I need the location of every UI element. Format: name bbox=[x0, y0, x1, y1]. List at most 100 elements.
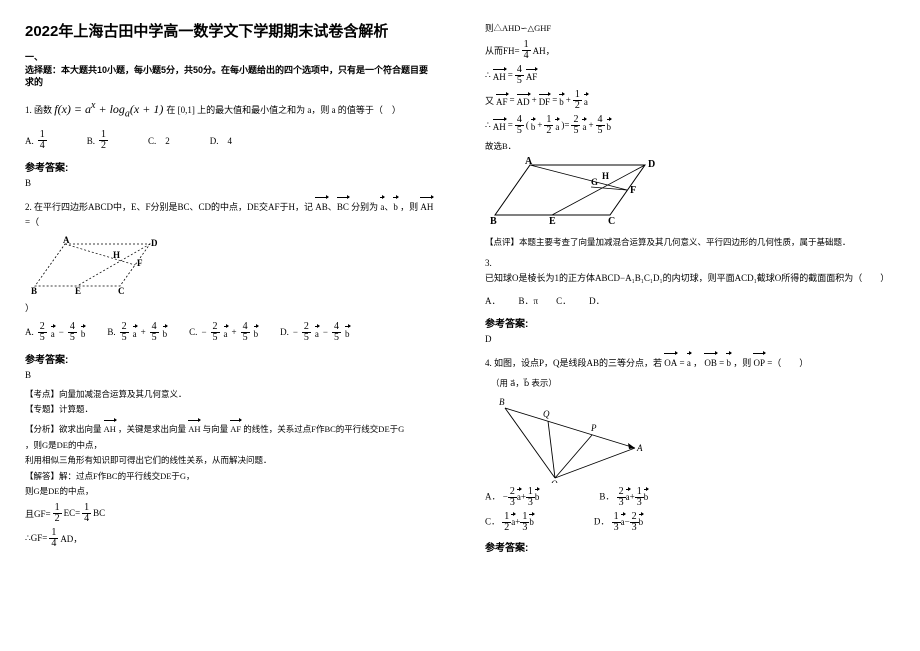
page: 2022年上海古田中学高一数学文下学期期末试卷含解析 一、 选择题：本大题共10… bbox=[0, 0, 920, 651]
q2-kaodian: 【考点】向量加减混合运算及其几何意义． bbox=[25, 388, 435, 402]
r-l4: ∴ AH= 45 (b+ 12 a)= 25 a+ 45 b bbox=[485, 115, 895, 136]
q2-fenxi: 【分析】欲求出向量 AH ，关键是求出向量 AH 与向量 AF 的线性，关系过点… bbox=[25, 419, 435, 437]
svg-text:E: E bbox=[75, 286, 81, 296]
svg-text:P: P bbox=[590, 423, 597, 433]
r-l5: 故选B． bbox=[485, 140, 895, 154]
q3-optA: A． bbox=[485, 294, 501, 307]
q3-optD: D． bbox=[589, 294, 605, 307]
r-l1-a: 从而FH= bbox=[485, 44, 520, 57]
q4-optA: A． −23a+13b bbox=[485, 487, 539, 508]
q2-eq: =（ bbox=[25, 217, 39, 227]
vec-AB: AB bbox=[315, 196, 328, 215]
vec-AF-2: AF bbox=[526, 68, 538, 82]
vec-AH-2: AH bbox=[104, 419, 116, 437]
q2-stem: 2. 在平行四边形ABCD中，E、F分别是BC、CD的中点，DE交AF于H，记 … bbox=[25, 196, 435, 231]
vec-a-3: a bbox=[555, 118, 559, 132]
q1-optB-label: B. bbox=[87, 136, 95, 146]
svg-text:Q: Q bbox=[543, 409, 550, 419]
vec-b: b bbox=[393, 196, 398, 215]
q2-optB: B. 25a+45b bbox=[107, 322, 167, 343]
q4-mid: ， bbox=[693, 358, 702, 368]
svg-text:H: H bbox=[113, 250, 120, 260]
q2-fenxi-3: 与向量 bbox=[203, 424, 229, 434]
q1-optB: B. 12 bbox=[87, 130, 108, 151]
q4-optD-label: D． bbox=[594, 517, 610, 527]
q2-zhuanti: 【专题】计算题． bbox=[25, 403, 435, 417]
q4-suffix: ，则 bbox=[733, 358, 751, 368]
svg-text:A: A bbox=[636, 443, 643, 453]
q4: 4. 如图，设点P，Q是线段AB的三等分点，若 OA = a ， OB = b … bbox=[485, 352, 895, 371]
q3-optC: C． bbox=[556, 294, 571, 307]
q1-ans: B bbox=[25, 178, 435, 188]
q2-optA-label: A. bbox=[25, 327, 34, 337]
q2-fenxi-1: 【分析】欲求出向量 bbox=[25, 424, 102, 434]
r-l3-again: 又 bbox=[485, 94, 494, 107]
svg-text:A: A bbox=[525, 157, 533, 167]
q4-optB-label: B． bbox=[599, 492, 614, 502]
q2-step2: 且GF= 12 EC= 14 BC bbox=[25, 503, 435, 524]
q4-eq: =（ ） bbox=[767, 358, 808, 368]
q2-optD-label: D. bbox=[280, 327, 289, 337]
vec-AH-4: AH bbox=[493, 68, 506, 82]
svg-text:C: C bbox=[118, 286, 125, 296]
vec-a-5: a bbox=[687, 352, 691, 371]
q2-fenxi-4: 的线性，关系过点F作BC的平行线交DE于G bbox=[243, 424, 404, 434]
q2-stem-1: 2. 在平行四边形ABCD中，E、F分别是BC、CD的中点，DE交AF于H，记 bbox=[25, 202, 313, 212]
q3-ans: D bbox=[485, 334, 895, 344]
section-head: 一、 选择题：本大题共10小题，每小题5分，共50分。在每小题给出的四个选项中，… bbox=[25, 51, 435, 89]
q1-suffix: 在 [0,1] 上的最大值和最小值之和为 a，则 a 的值等于（ ） bbox=[166, 105, 401, 115]
svg-text:G: G bbox=[591, 177, 598, 187]
q3: 3. 已知球O是棱长为1的正方体ABCD−A₁B₁C₁D₁的内切球，则平面ACD… bbox=[485, 256, 895, 287]
left-column: 2022年上海古田中学高一数学文下学期期末试卷含解析 一、 选择题：本大题共10… bbox=[0, 0, 460, 651]
vec-AH-5: AH bbox=[493, 118, 506, 132]
vec-b-4: b bbox=[607, 118, 612, 132]
q4-opts-row1: A． −23a+13b B． 23a+13b bbox=[485, 487, 895, 508]
q2-figure: A D B E C F H bbox=[25, 236, 175, 301]
vec-b-2: b bbox=[559, 93, 564, 107]
r-l3: 又 AF= AD+ DF= b+ 12 a bbox=[485, 90, 895, 111]
svg-text:F: F bbox=[630, 185, 636, 196]
vec-OP: OP bbox=[753, 352, 765, 371]
q2-step3-b: AD， bbox=[60, 532, 82, 545]
q1-formula: f(x) = ax + loga(x + 1) bbox=[54, 102, 166, 116]
vec-a-4: a bbox=[582, 118, 586, 132]
svg-text:H: H bbox=[602, 171, 609, 181]
section-num: 一、 bbox=[25, 52, 43, 62]
q3-optB: B．π bbox=[519, 294, 539, 307]
svg-text:B: B bbox=[31, 286, 37, 296]
q2-stem-3: ，则 bbox=[400, 202, 418, 212]
q2-step3-a: ∴GF= bbox=[25, 533, 47, 544]
q4-hint: （用 a⃗，b⃗ 表示） bbox=[491, 377, 895, 391]
q2-fenxi-6: 利用相似三角形有知识即可得出它们的线性关系，从而解决问题． bbox=[25, 454, 435, 468]
q1: 1. 函数 f(x) = ax + loga(x + 1) 在 [0,1] 上的… bbox=[25, 97, 435, 122]
q1-optA: A. 14 bbox=[25, 130, 47, 151]
r-l1-b: AH， bbox=[533, 44, 555, 57]
svg-text:B: B bbox=[499, 397, 505, 407]
q4-opts-row2: C． 12a+13b D． 13a−23b bbox=[485, 512, 895, 533]
q4-ans-head: 参考答案: bbox=[485, 539, 895, 554]
svg-text:B: B bbox=[490, 216, 497, 227]
q2-ans: B bbox=[25, 370, 435, 380]
q4-optD: D． 13a−23b bbox=[594, 512, 643, 533]
q3-options: A． B．π C． D． bbox=[485, 294, 895, 307]
svg-text:D: D bbox=[151, 238, 158, 248]
r-l2: ∴ AH= 45 AF bbox=[485, 65, 895, 86]
vec-AF: AF bbox=[230, 419, 241, 437]
vec-b-3: b bbox=[531, 118, 536, 132]
vec-OB: OB bbox=[704, 352, 717, 371]
q1-ans-head: 参考答案: bbox=[25, 159, 435, 174]
q2-optA: A. 25a−45b bbox=[25, 322, 85, 343]
r-l4-therefore: ∴ bbox=[485, 120, 491, 131]
q4-prefix: 4. 如图，设点P，Q是线段AB的三等分点，若 bbox=[485, 358, 662, 368]
vec-AF-3: AF bbox=[496, 93, 508, 107]
q2-optC: C. −25a+45b bbox=[189, 322, 258, 343]
q1-optD: D. 4 bbox=[210, 134, 232, 147]
r-l1: 从而FH= 14 AH， bbox=[485, 40, 895, 61]
vec-b-5: b bbox=[726, 352, 731, 371]
q4-optC: C． 12a+13b bbox=[485, 512, 534, 533]
doc-title: 2022年上海古田中学高一数学文下学期期末试卷含解析 bbox=[25, 20, 435, 41]
vec-OA: OA bbox=[664, 352, 677, 371]
svg-text:C: C bbox=[608, 216, 615, 227]
q2-optD: D. −25a−45b bbox=[280, 322, 349, 343]
vec-a-2: a bbox=[584, 93, 588, 107]
